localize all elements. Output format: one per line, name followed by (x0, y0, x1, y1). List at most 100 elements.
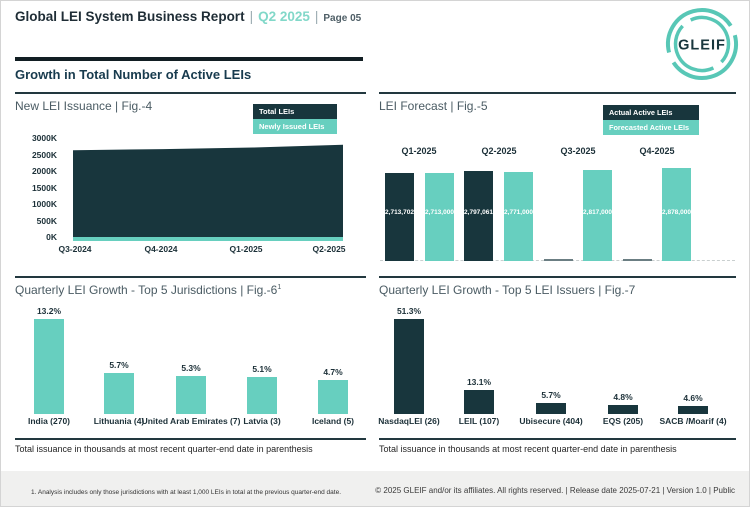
fig7-bars: 51.3% NasdaqLEI (26) 13.1% LEIL (107) 5.7% Ub… (378, 301, 736, 436)
fig5-bar-value-label: 2,817,000 (583, 209, 612, 216)
fig4-x-tick: Q4-2024 (144, 244, 178, 254)
fig4-x-tick: Q3-2024 (58, 244, 92, 254)
fig5-bar: 2,878,000 (662, 168, 691, 261)
logo-text: GLEIF (678, 38, 726, 54)
section-title: Growth in Total Number of Active LEIs (15, 67, 252, 82)
percent-label: 5.7% (109, 360, 129, 370)
fig7-bar (536, 403, 566, 414)
fig4-legend-item-total: Total LEIs (253, 104, 337, 119)
fig5-title: LEI Forecast | Fig.-5 (379, 99, 488, 113)
fig7-bar (464, 389, 494, 414)
fig4-legend-item-newly-issued: Newly Issued LEIs (253, 119, 337, 134)
panel-rule (15, 92, 366, 94)
fig4-area-total (73, 144, 343, 237)
fig5-bars: Q1-2025 2,713,702 2,713,000 Q2-2025 2,797,06… (379, 146, 736, 263)
fig4-y-tick: 2500K (31, 149, 57, 160)
separator: | (314, 9, 319, 24)
page-number: Page 05 (323, 13, 362, 24)
category-label: SACB /Moarif (4) (659, 416, 727, 426)
fig6-title-superscript: 1 (277, 284, 282, 291)
fig6-note: Total issuance in thousands at most rece… (15, 444, 313, 454)
percent-label: 4.6% (683, 392, 703, 403)
fig5-bar-value-label: 2,878,000 (662, 209, 691, 216)
header-rule (15, 57, 363, 61)
copyright-line: © 2025 GLEIF and/or its affiliates. All … (375, 486, 735, 495)
fig4-y-tick: 1500K (31, 182, 57, 193)
fig5-bar: 2,797,061 (464, 170, 493, 261)
fig5-category-label: Q1-2025 (401, 146, 437, 156)
percent-label: 13.1% (466, 376, 492, 387)
category-label: Iceland (5) (311, 416, 355, 426)
fig6-bar (247, 377, 277, 414)
category-label: LEIL (107) (458, 416, 500, 426)
fig7-note: Total issuance in thousands at most rece… (379, 444, 677, 454)
analysis-footnote: 1. Analysis includes only those jurisdic… (31, 489, 342, 496)
fig6-bar (34, 319, 64, 414)
fig4-x-axis: Q3-2024 Q4-2024 Q1-2025 Q2-2025 (15, 244, 366, 256)
fig4-y-tick: 2000K (31, 166, 57, 176)
fig7-bar (608, 405, 638, 414)
percent-label: 5.1% (252, 364, 272, 375)
percent-label: 4.8% (613, 392, 633, 403)
fig6-title-text: Quarterly LEI Growth - Top 5 Jurisdictio… (15, 283, 278, 297)
panel-rule (15, 276, 366, 278)
fig7-bar (394, 319, 424, 414)
fig4-title: New LEI Issuance | Fig.-4 (15, 99, 153, 113)
fig4-y-tick: 3000K (31, 133, 57, 143)
fig5-category-label: Q2-2025 (481, 146, 517, 156)
category-label: Latvia (3) (243, 416, 281, 426)
fig5-no-data-bar (623, 259, 652, 261)
percent-label: 4.7% (323, 367, 343, 378)
percent-label: 51.3% (396, 306, 422, 316)
fig4-y-tick: 0K (46, 232, 57, 242)
fig4-x-tick: Q1-2025 (229, 244, 263, 254)
category-label: United Arab Emirates (7) (141, 416, 241, 426)
fig5-bar-value-label: 2,713,702 (385, 209, 414, 216)
fig7-note-rule (379, 438, 736, 440)
fig6-bar (318, 380, 348, 414)
category-label: NasdaqLEI (26) (378, 416, 440, 426)
fig5-category-label: Q4-2025 (639, 146, 675, 156)
percent-label: 13.2% (36, 306, 62, 316)
fig5-bar: 2,713,702 (385, 173, 414, 261)
fig5-bar-value-label: 2,713,000 (425, 209, 454, 216)
footer-band: 1. Analysis includes only those jurisdic… (1, 471, 749, 506)
report-title: Global LEI System Business Report (15, 9, 245, 24)
fig6-bar (176, 375, 206, 414)
fig5-bar: 2,817,000 (583, 170, 612, 261)
fig7-title: Quarterly LEI Growth - Top 5 LEI Issuers… (379, 283, 636, 297)
fig4-x-tick: Q2-2025 (312, 244, 346, 254)
fig5-bar-value-label: 2,771,000 (504, 209, 533, 216)
fig4-y-axis: 3000K 2500K 2000K 1500K 1000K 500K 0K (15, 133, 57, 242)
fig7-bar (678, 405, 708, 414)
fig4-y-tick: 500K (36, 215, 57, 226)
fig6-title: Quarterly LEI Growth - Top 5 Jurisdictio… (15, 283, 281, 297)
category-label: Ubisecure (404) (519, 416, 583, 426)
fig6-bar (104, 373, 134, 414)
category-label: Lithuania (4) (93, 416, 145, 426)
fig5-legend-item-actual: Actual Active LEIs (603, 105, 699, 120)
fig4-legend: Total LEIs Newly Issued LEIs (253, 104, 337, 134)
fig5-no-data-bar (544, 259, 573, 261)
fig4-plot (73, 144, 343, 241)
percent-label: 5.3% (181, 362, 201, 373)
gleif-logo: GLEIF (666, 8, 738, 80)
panel-rule (379, 92, 736, 94)
report-period: Q2 2025 (258, 9, 310, 24)
fig4-y-tick: 1000K (31, 199, 57, 209)
fig5-category-label: Q3-2025 (560, 146, 596, 156)
fig5-bar-value-label: 2,797,061 (464, 209, 493, 216)
fig6-bars: 13.2% India (270) 5.7% Lithuania (4) 5.3% Uni… (15, 301, 366, 436)
percent-label: 5.7% (541, 390, 561, 401)
category-label: EQS (205) (602, 416, 644, 426)
fig5-bar: 2,771,000 (504, 171, 533, 261)
fig5-legend: Actual Active LEIs Forecasted Active LEI… (603, 105, 699, 135)
category-label: India (270) (27, 416, 71, 426)
panel-rule (379, 276, 736, 278)
fig5-bar: 2,713,000 (425, 173, 454, 261)
fig5-legend-item-forecast: Forecasted Active LEIs (603, 120, 699, 135)
separator: | (249, 9, 254, 24)
logo-outer-ring-icon (666, 8, 738, 80)
report-header: Global LEI System Business Report | Q2 202… (15, 9, 361, 24)
